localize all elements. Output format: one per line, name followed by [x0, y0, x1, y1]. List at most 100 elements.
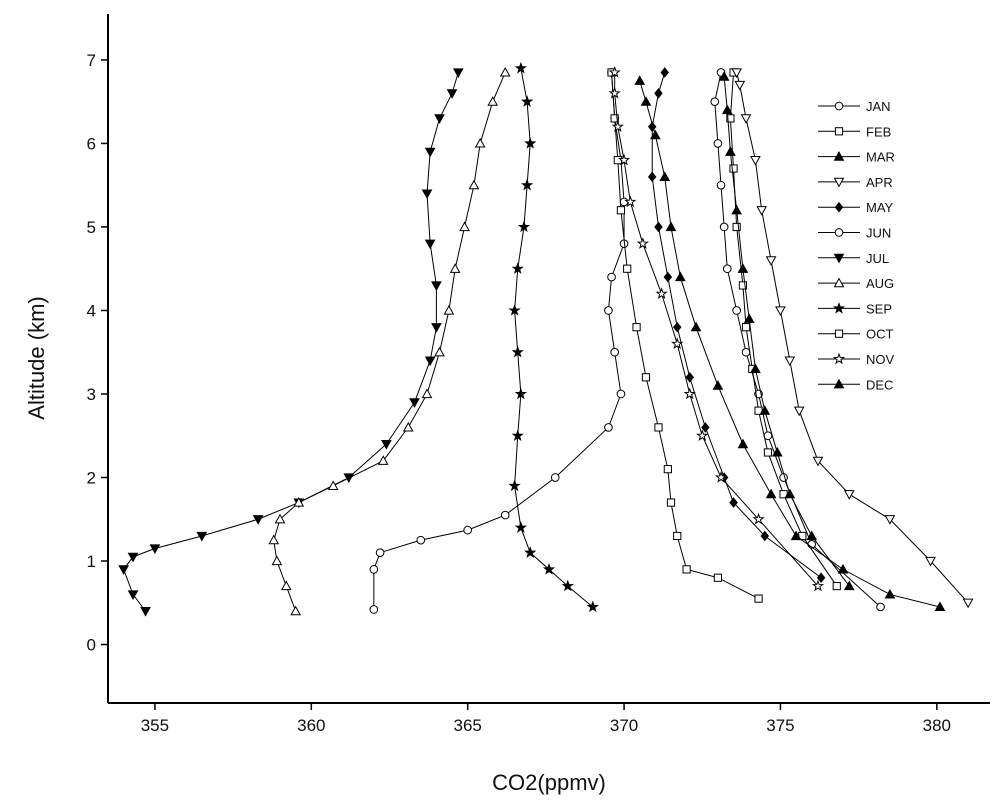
- data-point: [811, 579, 825, 592]
- data-point: [765, 256, 777, 266]
- data-point: [729, 164, 738, 173]
- data-point: [641, 373, 651, 382]
- series-line: [736, 72, 969, 604]
- data-point: [654, 423, 663, 432]
- series-sep: [508, 61, 599, 613]
- data-point: [608, 66, 621, 78]
- legend-item-jan: JAN: [818, 99, 891, 114]
- data-point: [640, 96, 652, 106]
- data-point: [731, 68, 743, 78]
- data-point: [714, 471, 728, 483]
- y-tick-label: 5: [87, 218, 96, 237]
- data-point: [833, 277, 845, 288]
- data-point: [816, 572, 826, 584]
- data-point: [701, 422, 710, 433]
- data-point: [710, 97, 720, 107]
- data-point: [514, 521, 527, 533]
- data-point: [654, 88, 663, 99]
- data-point: [520, 178, 534, 191]
- data-point: [683, 387, 696, 400]
- data-point: [660, 67, 669, 78]
- data-point: [732, 222, 741, 232]
- data-point: [377, 455, 389, 465]
- data-point: [834, 127, 844, 136]
- data-point: [760, 530, 770, 542]
- legend-label: AUG: [866, 276, 894, 291]
- x-axis-title: CO2(ppmv): [492, 770, 606, 795]
- data-point: [424, 147, 436, 158]
- data-point: [632, 323, 641, 332]
- data-point: [834, 201, 844, 213]
- data-point: [511, 429, 524, 441]
- data-point: [655, 287, 668, 299]
- data-point: [832, 301, 846, 314]
- series-line: [514, 68, 594, 608]
- data-point: [474, 137, 486, 148]
- series-may: [647, 67, 826, 584]
- data-point: [268, 534, 280, 545]
- data-point: [884, 515, 896, 525]
- series-line: [611, 72, 759, 600]
- data-point: [550, 473, 560, 482]
- data-point: [738, 281, 748, 290]
- series-aug: [268, 66, 511, 616]
- y-tick-label: 1: [87, 552, 96, 571]
- data-point: [743, 313, 755, 323]
- data-point: [793, 406, 805, 417]
- data-point: [508, 479, 521, 492]
- data-point: [369, 605, 379, 614]
- data-point: [833, 177, 845, 188]
- data-point: [421, 388, 433, 399]
- data-point: [765, 488, 777, 499]
- data-point: [127, 552, 139, 563]
- legend-item-aug: AUG: [818, 276, 894, 291]
- data-point: [718, 71, 730, 81]
- data-point: [834, 101, 844, 111]
- data-point: [443, 304, 455, 315]
- data-point: [647, 171, 657, 183]
- data-point: [962, 598, 974, 609]
- data-point: [734, 80, 746, 91]
- data-point: [784, 356, 796, 367]
- y-tick-label: 6: [87, 134, 96, 153]
- series-line: [373, 72, 625, 610]
- data-point: [271, 555, 283, 566]
- data-point: [452, 68, 464, 78]
- legend-item-jul: JUL: [818, 251, 889, 266]
- data-point: [149, 544, 161, 555]
- legend-item-feb: FEB: [818, 124, 891, 139]
- data-point: [280, 580, 292, 591]
- series-oct: [607, 68, 763, 603]
- series-feb: [726, 68, 841, 591]
- data-point: [690, 321, 702, 332]
- data-point: [884, 588, 896, 599]
- legend-item-nov: NOV: [818, 352, 895, 367]
- data-point: [843, 490, 855, 500]
- data-point: [750, 363, 761, 374]
- data-point: [725, 146, 736, 156]
- data-point: [459, 221, 470, 232]
- series-nov: [608, 66, 825, 592]
- data-point: [196, 531, 208, 542]
- data-point: [468, 179, 480, 190]
- x-tick-label: 370: [610, 716, 638, 735]
- legend-item-apr: APR: [818, 175, 893, 190]
- series-layer: [118, 61, 974, 617]
- data-point: [431, 323, 442, 333]
- data-point: [756, 206, 768, 216]
- data-point: [663, 465, 672, 474]
- data-point: [127, 590, 139, 600]
- y-tick-label: 3: [87, 385, 96, 404]
- legend-label: MAR: [866, 150, 895, 165]
- legend-label: FEB: [866, 124, 891, 139]
- x-tick-label: 365: [453, 716, 481, 735]
- data-point: [716, 180, 726, 190]
- data-point: [713, 139, 723, 148]
- data-point: [763, 448, 773, 457]
- legend-label: DEC: [866, 377, 893, 392]
- data-point: [812, 456, 824, 467]
- data-point: [511, 345, 524, 358]
- data-point: [636, 237, 649, 249]
- data-point: [542, 562, 556, 575]
- data-point: [623, 264, 632, 273]
